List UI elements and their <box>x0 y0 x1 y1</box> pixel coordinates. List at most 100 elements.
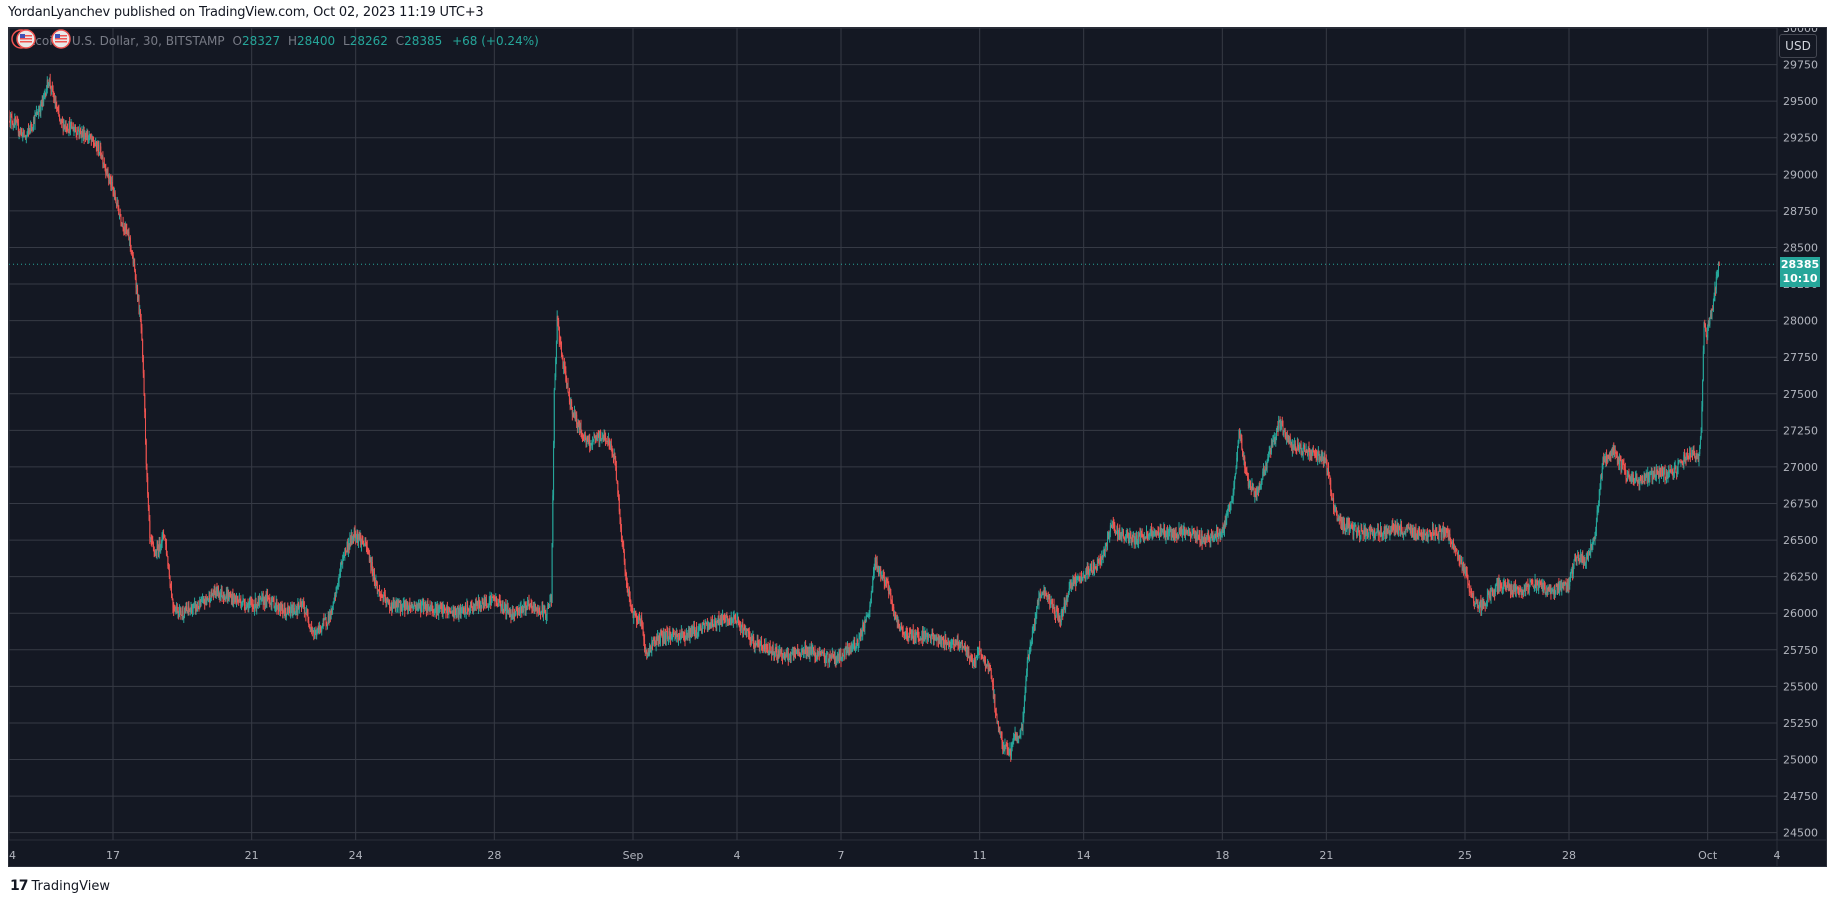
candle-body <box>748 633 750 635</box>
candle-body <box>1262 471 1264 480</box>
candle-body <box>1536 582 1537 587</box>
candle-body <box>1105 545 1107 547</box>
candle-body <box>1263 468 1265 475</box>
candle-body <box>393 602 395 606</box>
candle-body <box>549 601 551 606</box>
candle-body <box>1630 477 1632 482</box>
candle-body <box>1108 535 1110 540</box>
candle-body <box>1627 475 1628 479</box>
event-flags[interactable] <box>9 28 89 50</box>
candle-body <box>62 121 64 130</box>
candle-body <box>1228 505 1230 509</box>
candle-body <box>1707 327 1709 338</box>
candle-body <box>968 651 970 657</box>
chart-pane[interactable]: 24500 24750 25000 25250 25500 25750 26000 26250… <box>8 27 1827 867</box>
candle-body <box>1066 598 1068 602</box>
candle-body <box>314 633 315 635</box>
candle-body <box>1656 469 1658 471</box>
candle-body <box>328 615 330 621</box>
candle-body <box>1359 536 1361 538</box>
candle-body <box>492 596 494 598</box>
candle-body <box>1441 529 1443 538</box>
candle-body <box>1318 451 1320 462</box>
candle-body <box>98 152 100 154</box>
candle-body <box>1409 527 1411 529</box>
candle-body <box>1417 533 1419 538</box>
candle-body <box>1177 535 1179 538</box>
candle-body <box>1069 583 1071 589</box>
candle-body <box>217 587 219 595</box>
candle-body <box>67 129 68 131</box>
currency-button[interactable]: USD <box>1779 34 1817 58</box>
candle-body <box>847 646 848 652</box>
candle-body <box>1573 560 1575 564</box>
candle-body <box>224 598 226 600</box>
candle-body <box>1639 477 1641 485</box>
candle-body <box>1025 681 1027 692</box>
candle-body <box>1279 420 1281 429</box>
candle-body <box>1139 533 1141 542</box>
candle-body <box>475 602 477 608</box>
candle-body <box>392 602 394 607</box>
price-chart[interactable]: 2450024750250002525025500257502600026250… <box>9 28 1827 867</box>
candle-body <box>1102 556 1104 558</box>
candle-body <box>295 609 297 611</box>
candle-body <box>1422 530 1424 538</box>
candle-body <box>178 611 180 616</box>
us-flag-icon[interactable] <box>51 29 71 49</box>
candle-body <box>643 635 645 640</box>
candle-body <box>390 604 392 610</box>
candle-body <box>991 678 993 682</box>
candle-body <box>1010 748 1012 757</box>
candle-body <box>1646 473 1648 483</box>
candle-body <box>1024 691 1026 701</box>
candle-body <box>19 132 21 134</box>
candle-body <box>1140 534 1142 542</box>
candle-body <box>154 551 156 555</box>
candle-body <box>1131 535 1133 544</box>
candle-body <box>871 587 873 593</box>
candle-body <box>927 635 929 640</box>
candle-body <box>1003 746 1005 751</box>
candle-body <box>1192 530 1194 532</box>
candle-body <box>836 657 838 662</box>
candle-body <box>85 135 87 138</box>
candle-body <box>885 579 887 584</box>
candle-body <box>1406 527 1408 530</box>
candle-body <box>768 651 770 654</box>
candle-body <box>1148 535 1150 537</box>
candle-body <box>613 456 614 460</box>
candle-body <box>676 632 678 637</box>
candle-body <box>743 627 745 630</box>
candle-body <box>1312 449 1314 452</box>
candle-body <box>20 130 22 132</box>
candle-body <box>1213 539 1215 541</box>
candle-body <box>1221 532 1223 535</box>
candle-body <box>1437 534 1439 538</box>
candle-body <box>1120 535 1121 538</box>
candle-body <box>1697 455 1699 458</box>
candle-body <box>840 653 842 661</box>
candle-body <box>906 634 908 637</box>
candle-body <box>1259 485 1261 488</box>
candle-body <box>1192 530 1194 532</box>
candle-body <box>973 658 975 663</box>
candle-body <box>1185 530 1186 535</box>
candle-body <box>1372 532 1374 536</box>
candle-body <box>1248 484 1250 486</box>
candle-body <box>20 130 22 133</box>
candle-body <box>350 534 352 545</box>
candle-body <box>772 646 774 655</box>
candle-body <box>1249 480 1251 485</box>
candle-body <box>719 618 721 626</box>
candle-body <box>612 454 614 457</box>
candle-body <box>1130 537 1132 544</box>
us-flag-icon[interactable] <box>11 29 36 49</box>
candle-body <box>1494 588 1496 594</box>
candle-body <box>1536 582 1538 586</box>
candle-body <box>1423 530 1425 536</box>
candle-body <box>1557 583 1559 590</box>
candle-body <box>1127 534 1129 537</box>
y-tick-label: 27000 <box>1783 461 1818 474</box>
candle-body <box>659 635 661 643</box>
